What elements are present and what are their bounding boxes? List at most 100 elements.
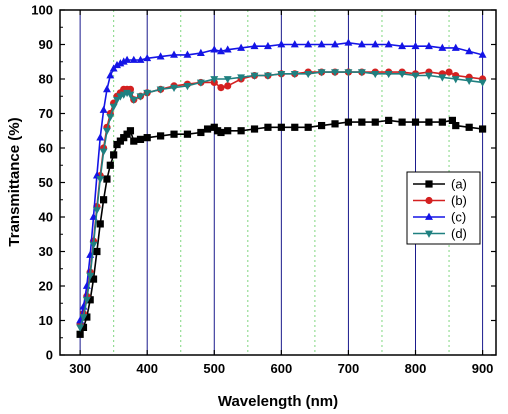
data-point — [110, 151, 118, 159]
data-point — [291, 123, 299, 131]
y-tick-label: 80 — [39, 72, 53, 87]
data-point — [79, 323, 88, 331]
data-point — [217, 128, 225, 137]
data-point — [358, 118, 366, 126]
data-point — [86, 272, 95, 280]
data-point — [465, 47, 474, 55]
data-point — [82, 296, 91, 305]
legend-swatch-marker — [425, 212, 433, 220]
series-1 — [76, 116, 487, 338]
series-3 — [76, 38, 487, 324]
legend-swatch-marker — [425, 196, 433, 205]
data-point — [452, 121, 460, 130]
data-point — [304, 70, 313, 79]
x-tick-label: 500 — [203, 361, 225, 376]
data-point — [99, 148, 108, 156]
data-point — [136, 55, 145, 63]
data-point — [109, 103, 118, 111]
data-point — [264, 123, 272, 131]
data-point — [136, 135, 145, 143]
data-point — [76, 324, 85, 332]
data-point — [448, 116, 456, 124]
data-point — [451, 76, 460, 84]
data-point — [183, 130, 192, 138]
series-layer — [76, 38, 487, 338]
data-point — [411, 72, 420, 80]
data-point — [425, 118, 433, 126]
data-point — [92, 207, 101, 215]
data-point — [465, 77, 474, 86]
data-point — [384, 70, 393, 79]
y-tick-label: 70 — [39, 106, 53, 121]
data-point — [250, 72, 259, 80]
data-point — [156, 52, 165, 60]
data-point — [100, 196, 108, 204]
data-point — [203, 125, 212, 133]
data-point — [126, 91, 135, 99]
y-tick-label: 10 — [39, 313, 53, 328]
data-point — [102, 127, 111, 136]
data-point — [371, 70, 380, 79]
data-point — [411, 118, 420, 126]
legend-label: (a) — [451, 177, 467, 192]
data-point — [143, 89, 152, 98]
data-point — [317, 69, 326, 77]
data-point — [385, 116, 393, 124]
legend: (a)(b) (c)(d) — [406, 171, 481, 245]
data-point — [170, 130, 178, 138]
data-point — [183, 83, 192, 91]
data-point — [197, 128, 205, 137]
data-point — [331, 40, 339, 48]
data-point — [106, 161, 114, 169]
data-point — [304, 123, 312, 131]
data-point — [237, 74, 246, 82]
data-point — [223, 76, 232, 84]
ticks: 0 10 20 30 40 50 60 70 80 90 100 300 400 500 600 700 800… — [31, 3, 496, 376]
data-point — [290, 70, 299, 79]
data-point — [371, 118, 379, 126]
data-point — [478, 79, 487, 87]
data-point — [129, 55, 138, 63]
data-point — [113, 96, 121, 105]
y-tick-label: 20 — [39, 279, 53, 294]
data-point — [123, 55, 132, 63]
data-point — [196, 48, 205, 57]
data-point — [398, 118, 406, 126]
data-point — [86, 296, 94, 304]
data-point — [290, 40, 299, 48]
data-point — [89, 241, 98, 249]
x-axis-label: Wavelength (nm) — [218, 393, 338, 410]
data-point — [224, 127, 232, 135]
data-point — [344, 38, 353, 46]
data-point — [106, 114, 115, 122]
data-point — [89, 275, 98, 283]
data-point — [263, 72, 272, 80]
data-point — [79, 314, 88, 322]
data-point — [250, 125, 259, 133]
data-point — [438, 74, 447, 82]
data-point — [237, 43, 246, 51]
data-point — [250, 41, 259, 50]
data-point — [96, 220, 104, 228]
y-tick-label: 90 — [39, 37, 53, 52]
data-point — [130, 137, 138, 145]
data-point — [237, 127, 245, 135]
data-point — [344, 118, 353, 126]
data-point — [438, 118, 446, 126]
data-point — [331, 120, 339, 128]
data-point — [183, 50, 192, 58]
data-point — [357, 69, 366, 77]
data-point — [143, 134, 151, 142]
data-point — [411, 41, 420, 50]
legend-label: (c) — [451, 210, 466, 225]
data-point — [304, 40, 313, 48]
y-tick-label: 100 — [31, 3, 53, 18]
data-point — [223, 45, 232, 53]
y-tick-label: 50 — [39, 175, 53, 190]
data-point — [465, 123, 473, 131]
data-point — [157, 132, 165, 140]
data-point — [398, 70, 407, 79]
y-tick-label: 30 — [39, 244, 53, 259]
legend-label: (b) — [451, 193, 467, 208]
